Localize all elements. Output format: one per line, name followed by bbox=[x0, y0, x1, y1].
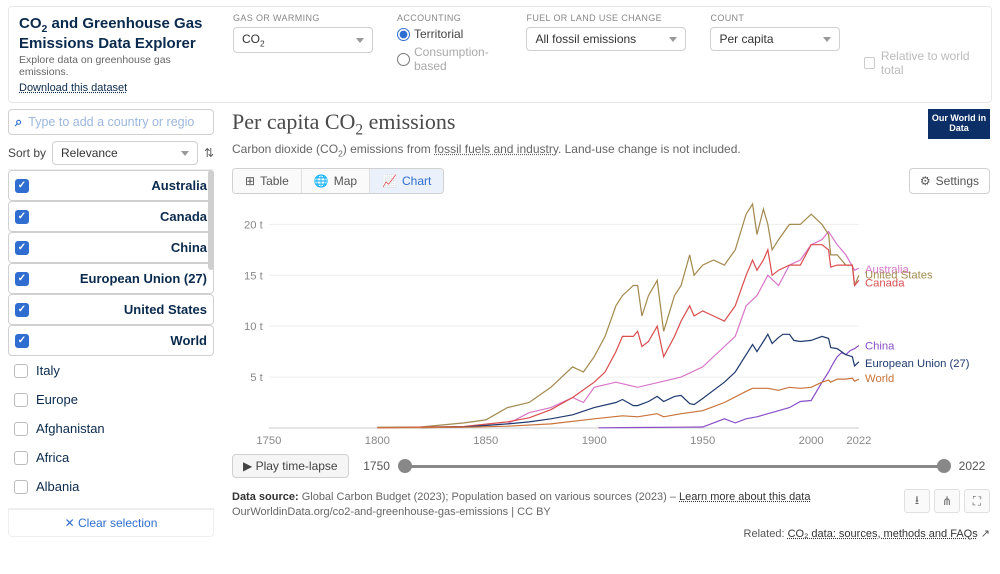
chart-title: Per capita CO2 emissions bbox=[232, 109, 741, 139]
svg-text:1900: 1900 bbox=[582, 435, 607, 447]
svg-text:20 t: 20 t bbox=[244, 220, 264, 232]
tab-chart[interactable]: 📈Chart bbox=[370, 169, 443, 193]
country-item[interactable]: ✓World bbox=[8, 325, 214, 356]
clear-selection[interactable]: ✕ Clear selection bbox=[8, 509, 214, 537]
search-input[interactable] bbox=[28, 115, 207, 129]
checkbox-icon: ✓ bbox=[15, 179, 29, 193]
country-item[interactable]: Europe bbox=[8, 385, 214, 414]
country-item[interactable]: ✓European Union (27) bbox=[8, 263, 214, 294]
country-item[interactable]: Algeria bbox=[8, 501, 214, 509]
slider-handle-end[interactable] bbox=[937, 459, 951, 473]
svg-text:2000: 2000 bbox=[799, 435, 824, 447]
table-icon: ⊞ bbox=[245, 174, 255, 188]
checkbox-icon bbox=[14, 509, 28, 510]
svg-text:2022: 2022 bbox=[846, 435, 871, 447]
checkbox-icon: ✓ bbox=[15, 241, 29, 255]
svg-text:World: World bbox=[865, 373, 894, 385]
country-item[interactable]: ✓Australia bbox=[8, 170, 214, 201]
checkbox-icon bbox=[14, 364, 28, 378]
sort-label: Sort by bbox=[8, 146, 46, 160]
map-icon: 🌐 bbox=[314, 174, 329, 188]
country-item[interactable]: ✓Canada bbox=[8, 201, 214, 232]
sort-select[interactable]: Relevance bbox=[52, 141, 198, 165]
country-item[interactable]: Afghanistan bbox=[8, 414, 214, 443]
tab-table[interactable]: ⊞Table bbox=[233, 169, 302, 193]
checkbox-icon bbox=[14, 393, 28, 407]
time-end: 2022 bbox=[954, 459, 990, 473]
country-item[interactable]: Africa bbox=[8, 443, 214, 472]
count-label: COUNT bbox=[710, 13, 840, 23]
tab-map[interactable]: 🌐Map bbox=[302, 169, 370, 193]
svg-text:China: China bbox=[865, 341, 895, 353]
checkbox-icon: ✓ bbox=[15, 334, 29, 348]
accounting-territorial[interactable]: Territorial bbox=[397, 27, 502, 41]
chevron-down-icon bbox=[181, 151, 189, 156]
country-item[interactable]: ✓China bbox=[8, 232, 214, 263]
download-icon[interactable]: ⭳ bbox=[904, 489, 930, 513]
fuel-select[interactable]: All fossil emissions bbox=[526, 27, 686, 51]
checkbox-icon: ✓ bbox=[15, 210, 29, 224]
chart-area: 5 t 10 t 15 t 20 t 1750 1800 1850 1900 1950 2000 2… bbox=[232, 198, 990, 448]
checkbox-icon: ✓ bbox=[15, 272, 29, 286]
page-subtitle: Explore data on greenhouse gas emissions… bbox=[19, 54, 209, 78]
country-list: ✓Australia✓Canada✓China✓European Union (… bbox=[8, 169, 214, 509]
chart-icon: 📈 bbox=[382, 174, 397, 188]
country-item[interactable]: Italy bbox=[8, 356, 214, 385]
checkbox-icon bbox=[14, 480, 28, 494]
svg-text:5 t: 5 t bbox=[250, 372, 263, 384]
scrollbar[interactable] bbox=[208, 170, 214, 508]
accounting-label: ACCOUNTING bbox=[397, 13, 502, 23]
related-link[interactable]: Related: CO₂ data: sources, methods and … bbox=[232, 527, 990, 540]
fullscreen-icon[interactable]: ⛶ bbox=[964, 489, 990, 513]
chevron-down-icon bbox=[669, 37, 677, 42]
country-search[interactable]: ⌕ bbox=[8, 109, 214, 135]
title-block: CO2 and Greenhouse Gas Emissions Data Ex… bbox=[9, 7, 219, 102]
chart-subtitle: Carbon dioxide (CO2) emissions from foss… bbox=[232, 142, 741, 158]
relative-toggle[interactable]: Relative to world total bbox=[864, 13, 977, 96]
count-select[interactable]: Per capita bbox=[710, 27, 840, 51]
checkbox-icon bbox=[14, 422, 28, 436]
sort-direction-icon[interactable]: ⇅ bbox=[204, 146, 214, 160]
svg-text:Canada: Canada bbox=[865, 278, 905, 290]
time-slider[interactable] bbox=[405, 459, 944, 473]
gas-label: GAS OR WARMING bbox=[233, 13, 373, 23]
search-icon: ⌕ bbox=[15, 114, 22, 130]
time-start: 1750 bbox=[359, 459, 395, 473]
chevron-down-icon bbox=[356, 38, 364, 43]
data-source: Data source: Global Carbon Budget (2023)… bbox=[232, 490, 810, 521]
gear-icon: ⚙ bbox=[920, 174, 931, 188]
gas-select[interactable]: CO2 bbox=[233, 27, 373, 53]
country-item[interactable]: Albania bbox=[8, 472, 214, 501]
accounting-consumption[interactable]: Consumption-based bbox=[397, 45, 502, 73]
play-button[interactable]: ▶ Play time-lapse bbox=[232, 454, 349, 478]
svg-text:1950: 1950 bbox=[690, 435, 715, 447]
checkbox-icon: ✓ bbox=[15, 303, 29, 317]
svg-text:1750: 1750 bbox=[256, 435, 281, 447]
download-link[interactable]: Download this dataset bbox=[19, 82, 127, 94]
slider-handle-start[interactable] bbox=[398, 459, 412, 473]
svg-text:1800: 1800 bbox=[365, 435, 390, 447]
page-title: CO2 and Greenhouse Gas Emissions Data Ex… bbox=[19, 15, 209, 52]
fuel-label: FUEL OR LAND USE CHANGE bbox=[526, 13, 686, 23]
svg-text:1850: 1850 bbox=[473, 435, 498, 447]
owid-logo: Our World in Data bbox=[928, 109, 990, 139]
svg-text:European Union (27): European Union (27) bbox=[865, 358, 970, 370]
chevron-down-icon bbox=[823, 37, 831, 42]
svg-text:15 t: 15 t bbox=[244, 270, 264, 282]
checkbox-icon bbox=[14, 451, 28, 465]
country-item[interactable]: ✓United States bbox=[8, 294, 214, 325]
settings-button[interactable]: ⚙Settings bbox=[909, 168, 990, 194]
share-icon[interactable]: ⋔ bbox=[934, 489, 960, 513]
svg-text:10 t: 10 t bbox=[244, 321, 264, 333]
